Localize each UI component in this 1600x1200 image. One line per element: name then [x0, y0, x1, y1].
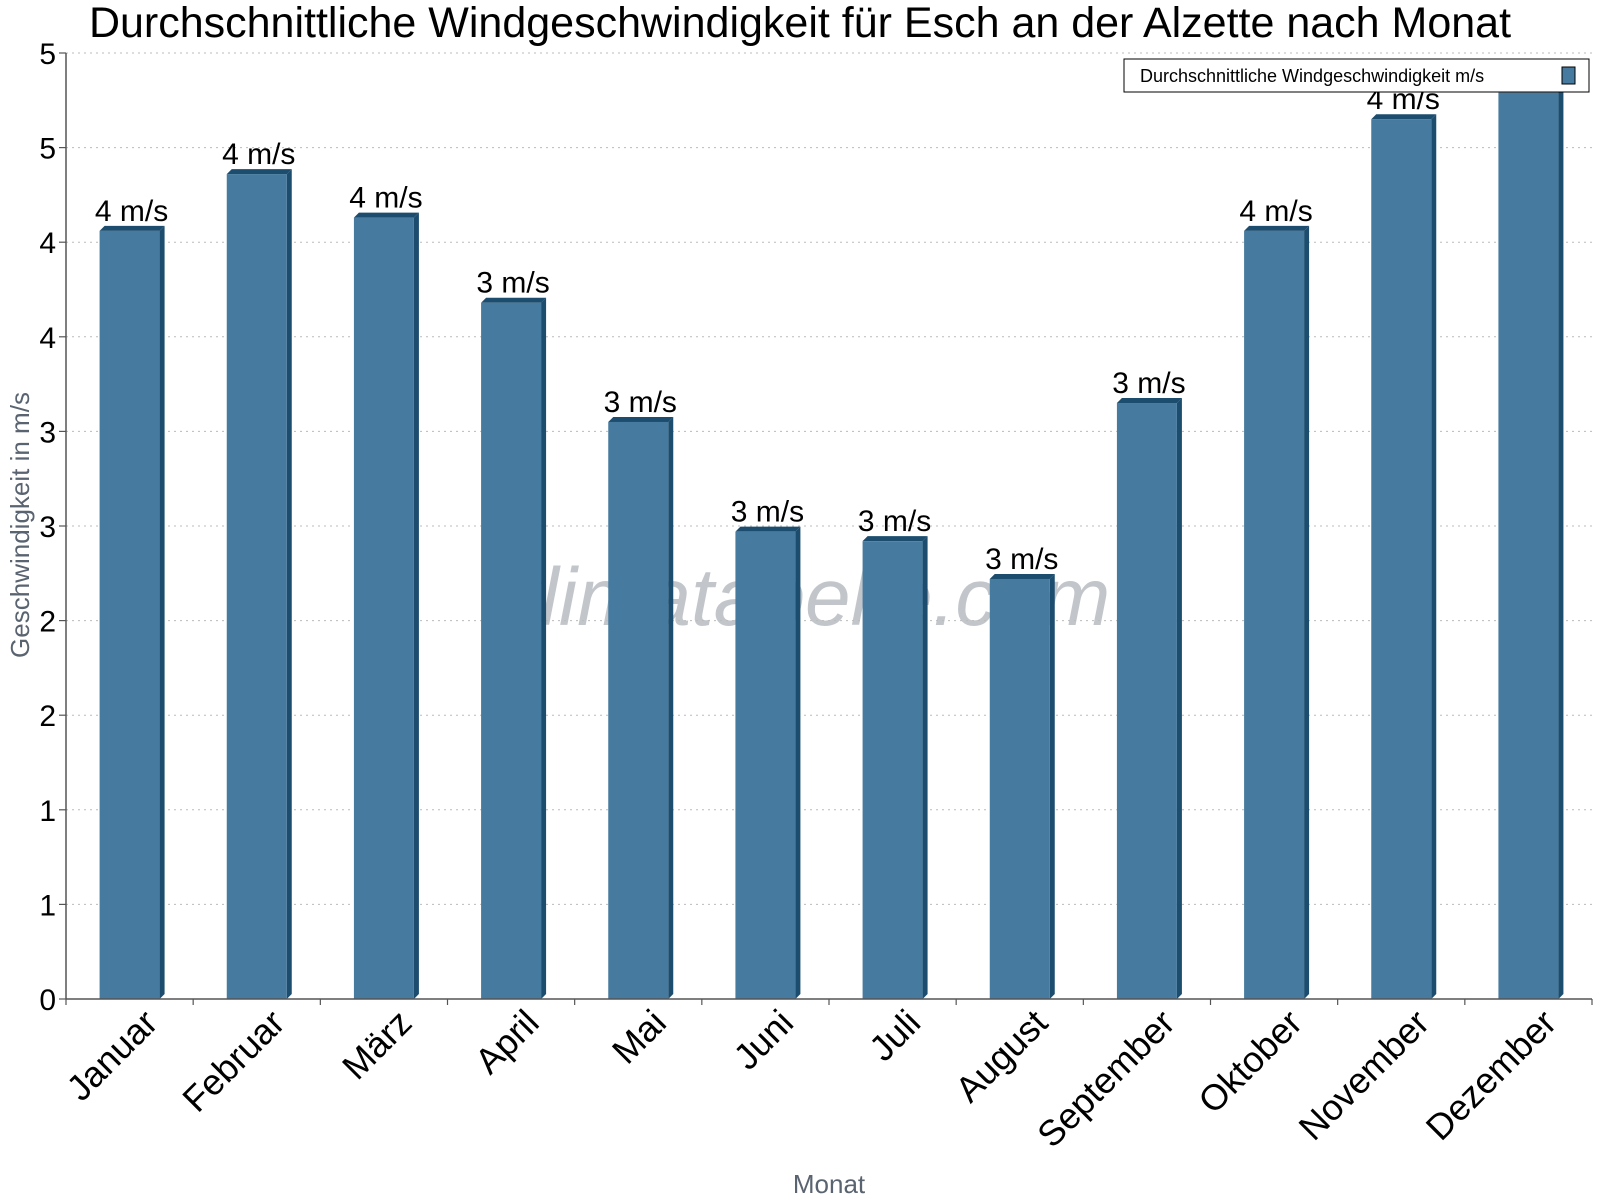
bar-top [862, 536, 928, 542]
bar-side [286, 169, 292, 999]
data-label: 3 m/s [731, 496, 804, 529]
x-tick-label: Juli [861, 1002, 928, 1069]
bar-side [1049, 573, 1055, 999]
bar-front [608, 421, 669, 999]
bar-side [159, 225, 165, 999]
bar-front [1371, 119, 1432, 1000]
bar-side [1304, 225, 1310, 999]
axes [59, 52, 1593, 1005]
bar-top [989, 573, 1055, 579]
data-label: 4 m/s [222, 138, 295, 171]
bar [1116, 398, 1182, 999]
data-labels: 4 m/s 4 m/s 4 m/s 3 m/s 3 m/s 3 m/s 3 m/s 3 m/s… [95, 57, 1567, 576]
x-tick-label: November [1290, 1002, 1436, 1148]
x-tick-label: August [947, 1002, 1055, 1110]
y-tick-label: 3 [39, 511, 56, 544]
y-tick-label: 5 [39, 133, 56, 166]
bar-front [862, 541, 923, 999]
bar-top [1116, 398, 1182, 404]
grid [66, 52, 1592, 905]
bar-front [989, 578, 1050, 999]
y-tick-label: 2 [39, 606, 56, 639]
bar [989, 573, 1055, 999]
bar [481, 297, 547, 999]
x-axis-label: Monat [793, 1169, 866, 1199]
bar [735, 526, 801, 999]
x-tick-label: Dezember [1418, 1002, 1564, 1148]
bar-side [1176, 398, 1182, 999]
bar [1244, 225, 1310, 999]
legend-swatch [1561, 66, 1576, 85]
x-tick-labels: Januar Februar März April Mai Juni Juli AugustS… [58, 1002, 1564, 1156]
bar [99, 225, 165, 999]
bar-front [99, 230, 160, 999]
bar-top [353, 212, 419, 218]
y-axis-label: Geschwindigkeit in m/s [5, 392, 35, 658]
bar-side [1431, 114, 1437, 1000]
y-tick-label: 1 [39, 889, 56, 922]
bar-front [226, 174, 287, 999]
bar-side [922, 536, 928, 999]
bar [226, 169, 292, 999]
bar-top [1244, 225, 1310, 231]
x-tick-label: Februar [174, 1002, 292, 1120]
bar [608, 416, 674, 999]
bar-front [481, 302, 542, 999]
data-label: 3 m/s [476, 267, 549, 300]
bar [862, 536, 928, 999]
bar-top [608, 416, 674, 422]
bar-side [541, 297, 547, 999]
chart-title: Durchschnittliche Windgeschwindigkeit fü… [89, 0, 1511, 47]
x-tick-label: Oktober [1190, 1002, 1310, 1122]
bar-top [1371, 114, 1437, 120]
bar-front [735, 531, 796, 999]
bar [1371, 114, 1437, 1000]
bars [99, 87, 1564, 1000]
y-tick-labels: 0 1 1 2 2 3 3 4 4 5 5 [39, 38, 56, 1017]
legend: Durchschnittliche Windgeschwindigkeit m/… [1123, 58, 1590, 93]
legend-label: Durchschnittliche Windgeschwindigkeit m/… [1140, 66, 1484, 86]
y-tick-label: 5 [39, 38, 56, 71]
data-label: 4 m/s [1239, 195, 1312, 228]
x-tick-label: März [334, 1002, 420, 1088]
data-label: 3 m/s [1112, 367, 1185, 400]
bar [353, 212, 419, 999]
bar-side [413, 212, 419, 999]
bar-top [735, 526, 801, 532]
bar-top [99, 225, 165, 231]
bar-front [353, 217, 414, 999]
x-tick-label: Mai [604, 1002, 674, 1072]
data-label: 3 m/s [858, 505, 931, 538]
bar-side [1558, 87, 1564, 1000]
y-tick-label: 0 [39, 984, 56, 1017]
y-tick-label: 3 [39, 416, 56, 449]
data-label: 3 m/s [985, 543, 1058, 576]
y-tick-label: 4 [39, 322, 56, 355]
x-tick-label: Januar [58, 1002, 165, 1109]
x-tick-label: September [1029, 1002, 1183, 1156]
data-label: 4 m/s [349, 182, 422, 215]
x-tick-label: April [467, 1002, 547, 1082]
y-tick-label: 2 [39, 700, 56, 733]
x-tick-label: Juni [725, 1002, 801, 1078]
bar-front [1498, 92, 1559, 1000]
bar-side [668, 416, 674, 999]
bar-top [481, 297, 547, 303]
y-tick-label: 4 [39, 227, 56, 260]
legend-box [1123, 58, 1590, 93]
y-tick-label: 1 [39, 795, 56, 828]
bar-side [795, 526, 801, 999]
data-label: 4 m/s [95, 195, 168, 228]
data-label: 3 m/s [604, 386, 677, 419]
bar-front [1116, 403, 1177, 999]
bar [1498, 87, 1564, 1000]
bar-top [226, 169, 292, 175]
bar-front [1244, 230, 1305, 999]
